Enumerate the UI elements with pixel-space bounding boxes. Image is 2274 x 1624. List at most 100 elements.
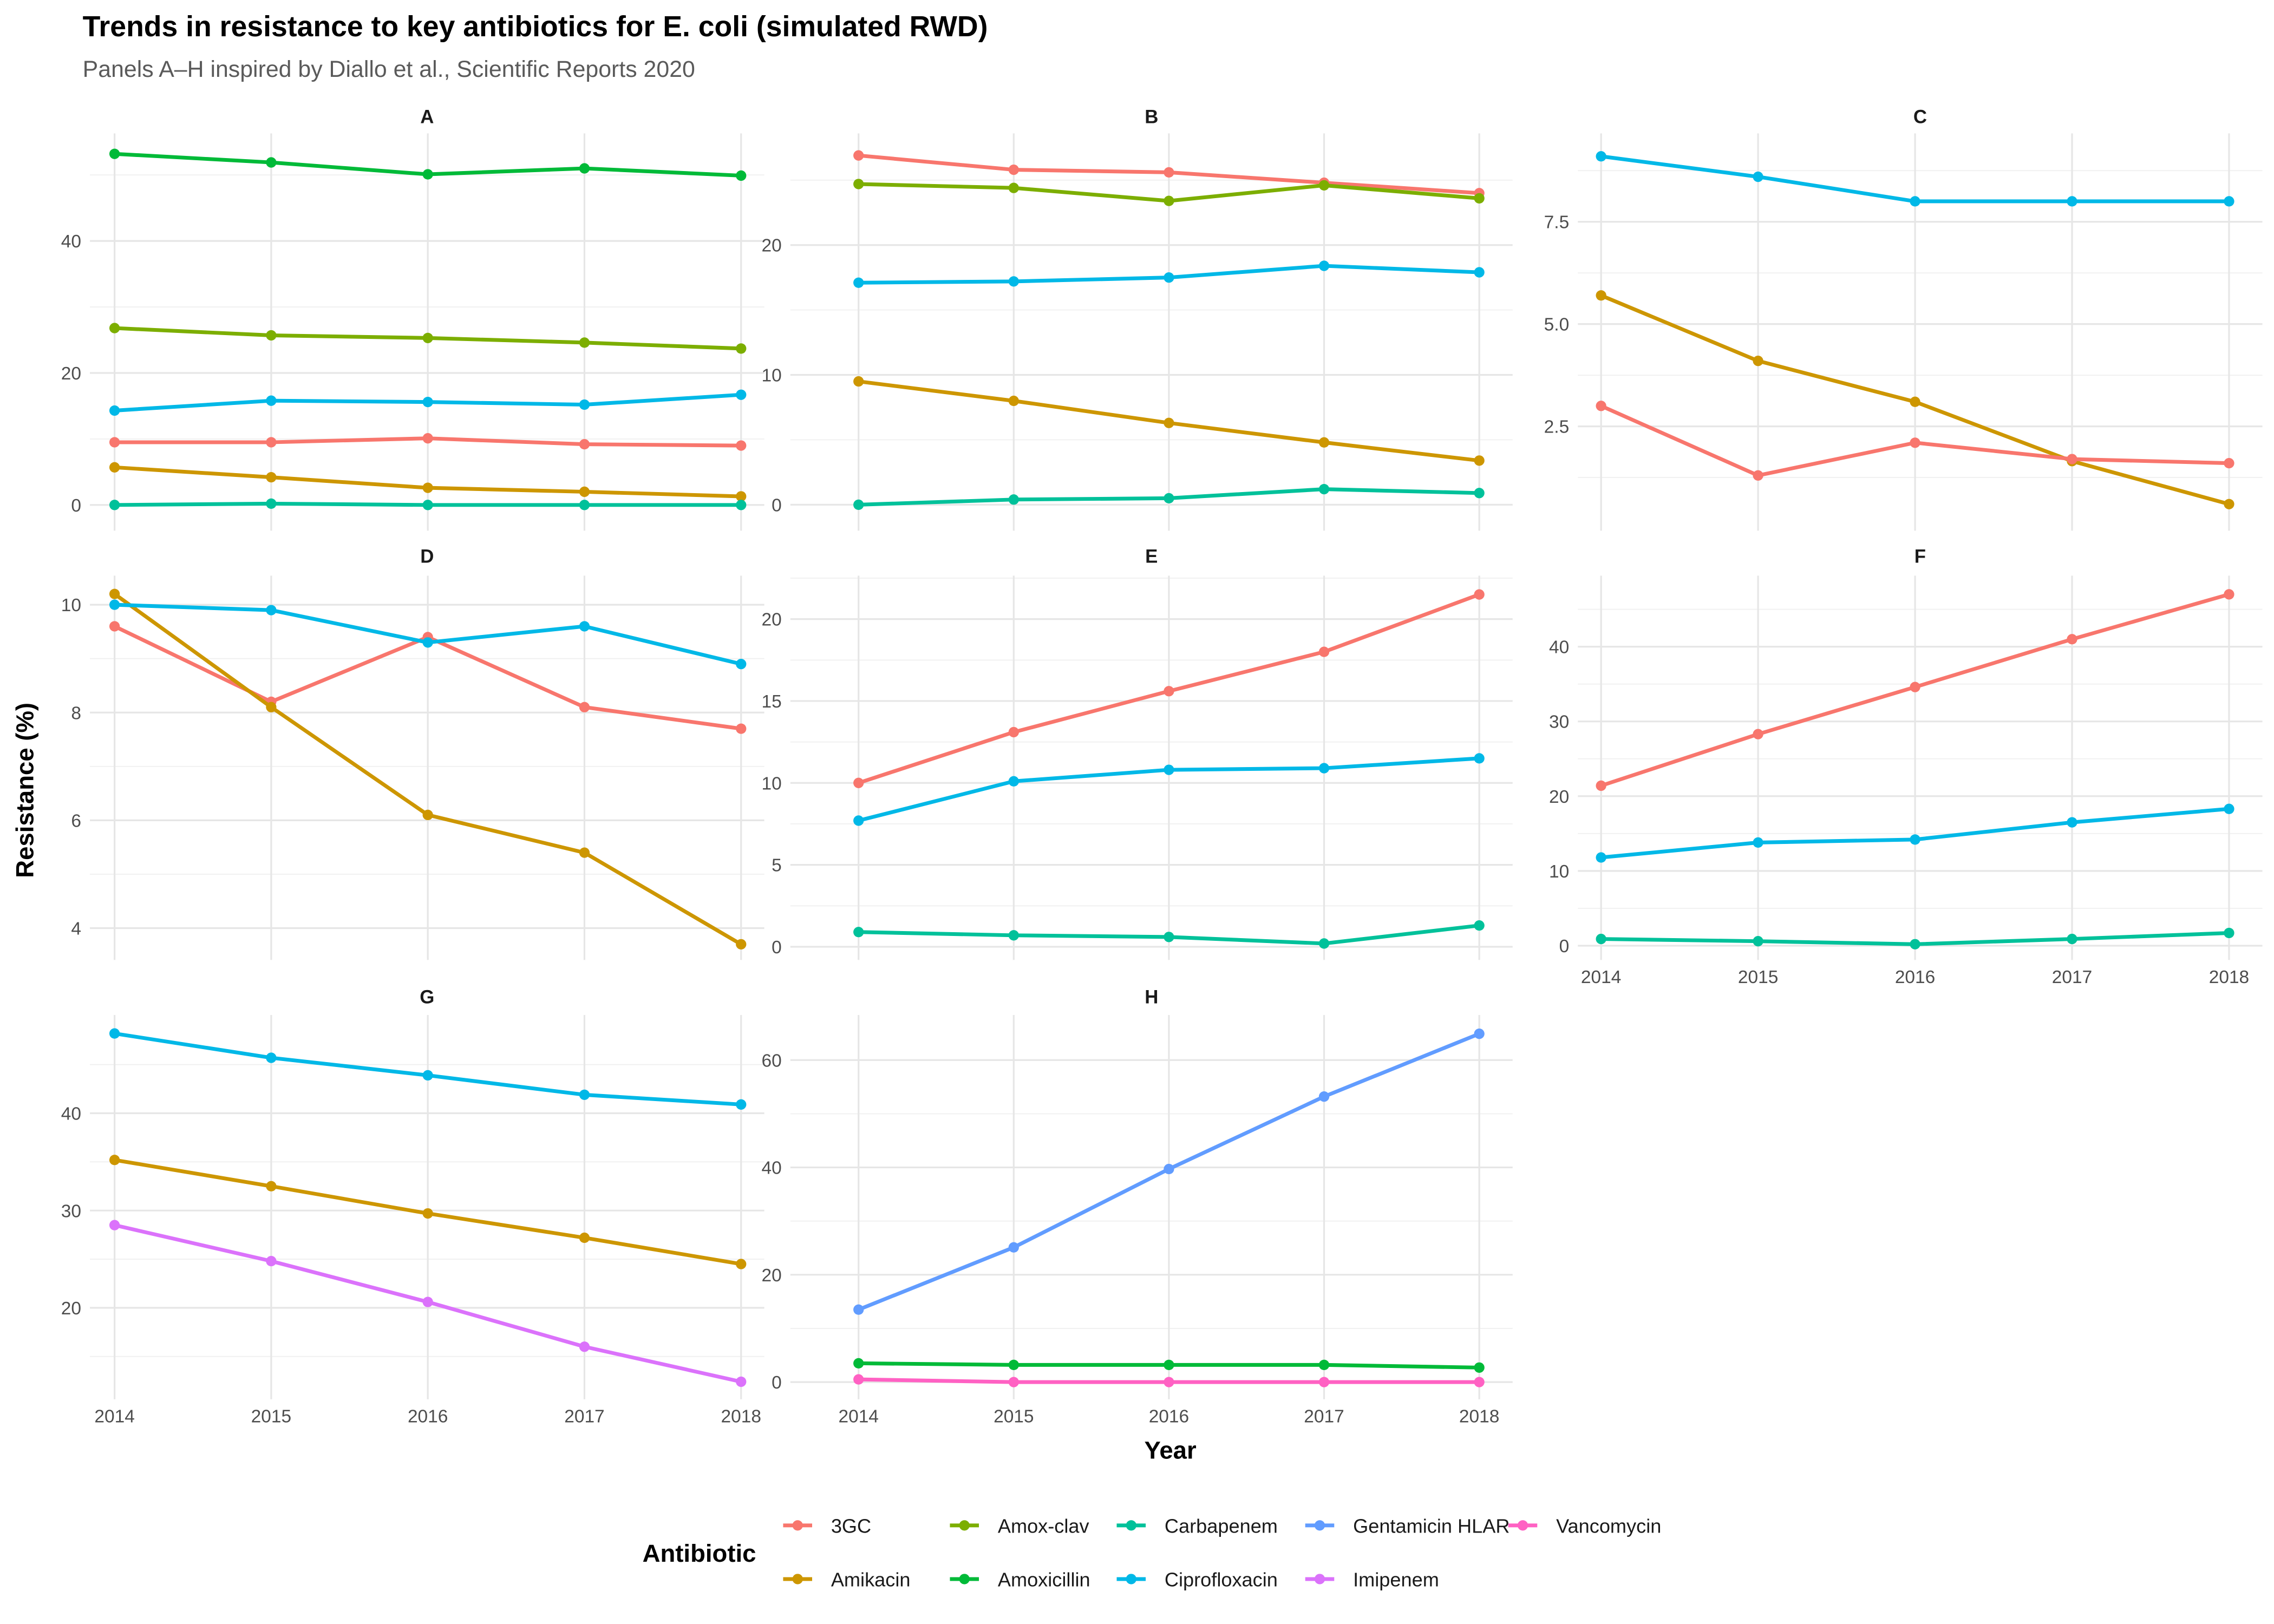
- data-point: [736, 939, 747, 949]
- series-carbapenem: [853, 483, 1485, 510]
- data-point: [579, 621, 590, 632]
- data-point: [579, 1232, 590, 1243]
- data-point: [736, 1099, 747, 1110]
- data-point: [579, 500, 590, 510]
- data-point: [266, 1181, 277, 1191]
- data-point: [1910, 939, 1920, 949]
- series-amoxicillin: [853, 1358, 1485, 1373]
- panel-label: C: [1913, 107, 1927, 128]
- data-point: [1318, 938, 1330, 949]
- data-point: [109, 437, 120, 448]
- series-ciprofloxacin: [853, 753, 1485, 826]
- data-point: [579, 702, 590, 712]
- data-point: [1910, 834, 1920, 845]
- x-tick-label: 2014: [94, 1407, 134, 1427]
- series-amox-clav: [109, 323, 747, 354]
- data-point: [736, 440, 747, 451]
- data-point: [109, 1028, 120, 1039]
- data-point: [1596, 780, 1606, 791]
- series-amikacin: [853, 376, 1485, 466]
- data-point: [1008, 1377, 1019, 1387]
- data-point: [1008, 276, 1019, 287]
- x-tick-label: 2014: [1581, 967, 1621, 987]
- data-point: [736, 1259, 747, 1269]
- legend-label: Gentamicin HLAR: [1353, 1515, 1510, 1537]
- data-point: [1474, 589, 1485, 600]
- data-point: [579, 399, 590, 410]
- data-point: [266, 157, 277, 168]
- series-ciprofloxacin: [109, 389, 747, 416]
- y-tick-label: 40: [61, 232, 81, 252]
- data-point: [1164, 493, 1174, 504]
- data-point: [266, 395, 277, 406]
- data-point: [579, 439, 590, 450]
- data-point: [1910, 396, 1920, 407]
- panel-a: 0 20 40 A: [61, 107, 764, 531]
- data-point: [1753, 171, 1763, 182]
- data-point: [1318, 1377, 1330, 1387]
- data-point: [1318, 180, 1330, 191]
- data-point: [422, 396, 433, 408]
- data-point: [109, 148, 120, 159]
- x-tick-label: 2015: [994, 1407, 1034, 1427]
- data-point: [1753, 729, 1763, 739]
- legend-label: Carbapenem: [1165, 1515, 1278, 1537]
- data-point: [1164, 167, 1174, 178]
- y-tick-label: 20: [61, 1299, 81, 1319]
- data-point: [853, 1374, 864, 1385]
- data-point: [109, 405, 120, 416]
- y-tick-label: 40: [1549, 638, 1569, 658]
- series-amikacin: [109, 588, 747, 949]
- panel-label: D: [420, 546, 434, 567]
- legend-key-point: [1314, 1574, 1325, 1584]
- x-tick-label: 2017: [2052, 967, 2092, 987]
- data-point: [1164, 417, 1174, 428]
- data-point: [1164, 1359, 1174, 1371]
- legend-label: Imipenem: [1353, 1568, 1439, 1590]
- legend-label: Amox-clav: [998, 1515, 1089, 1537]
- data-point: [1474, 267, 1485, 278]
- data-point: [853, 277, 864, 288]
- legend-key-point: [792, 1574, 803, 1584]
- data-point: [1008, 395, 1019, 407]
- data-point: [1910, 682, 1920, 692]
- data-point: [1910, 196, 1920, 207]
- series-amox-clav: [853, 179, 1485, 206]
- data-point: [853, 150, 864, 161]
- panel-label: G: [420, 987, 434, 1008]
- legend-key-point: [959, 1520, 970, 1531]
- data-point: [266, 605, 277, 615]
- data-point: [1164, 932, 1174, 942]
- legend-item: Ciprofloxacin: [1116, 1568, 1278, 1590]
- data-point: [853, 179, 864, 189]
- data-point: [266, 472, 277, 483]
- data-point: [422, 332, 433, 344]
- y-tick-label: 0: [772, 1373, 782, 1393]
- data-point: [1318, 437, 1330, 448]
- chart-subtitle: Panels A–H inspired by Diallo et al., Sc…: [83, 56, 695, 82]
- data-point: [109, 323, 120, 333]
- data-point: [422, 500, 433, 510]
- data-point: [422, 169, 433, 180]
- y-tick-label: 5.0: [1544, 315, 1570, 335]
- data-point: [1318, 646, 1330, 657]
- data-point: [2224, 499, 2234, 509]
- data-point: [1910, 437, 1920, 448]
- x-tick-label: 2014: [838, 1407, 878, 1427]
- series-amikacin: [109, 462, 747, 502]
- legend-item: 3GC: [783, 1515, 871, 1537]
- data-point: [579, 163, 590, 174]
- series-3gc: [109, 433, 747, 451]
- data-point: [422, 809, 433, 821]
- data-point: [2067, 196, 2077, 207]
- x-tick-label: 2018: [721, 1407, 761, 1427]
- y-tick-label: 40: [61, 1104, 81, 1124]
- data-point: [1164, 1163, 1174, 1175]
- series-amikacin: [109, 1155, 747, 1269]
- x-axis-title: Year: [1145, 1437, 1197, 1464]
- data-point: [736, 1376, 747, 1387]
- panel-c: 2.5 5.0 7.5 C: [1544, 107, 2263, 531]
- data-point: [2224, 589, 2234, 600]
- data-point: [736, 723, 747, 734]
- data-point: [736, 659, 747, 670]
